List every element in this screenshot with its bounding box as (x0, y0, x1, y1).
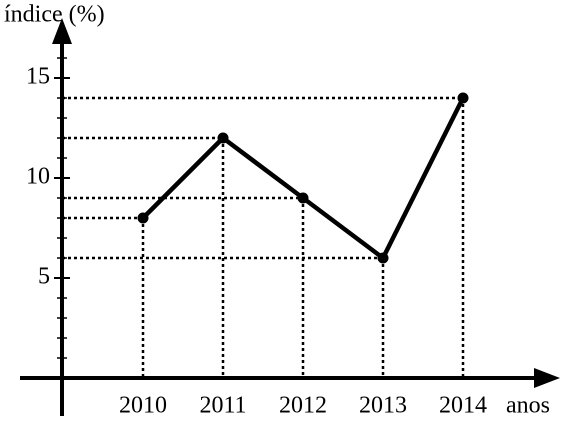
x-axis-label: anos (506, 393, 550, 419)
data-point (297, 192, 309, 204)
x-tick-label: 2013 (359, 393, 407, 419)
data-point (217, 132, 229, 144)
y-tick-label: 5 (38, 264, 50, 290)
x-tick-label: 2012 (279, 393, 327, 419)
data-point (457, 92, 469, 104)
y-tick-label: 15 (26, 64, 50, 90)
x-axis-arrow (534, 368, 560, 388)
x-tick-label: 2014 (439, 393, 487, 419)
data-point (137, 212, 149, 224)
x-tick-label: 2011 (199, 393, 246, 419)
y-tick-label: 10 (26, 164, 50, 190)
data-point (377, 252, 389, 264)
y-axis-label: índice (%) (4, 2, 105, 28)
x-tick-label: 2010 (119, 393, 167, 419)
